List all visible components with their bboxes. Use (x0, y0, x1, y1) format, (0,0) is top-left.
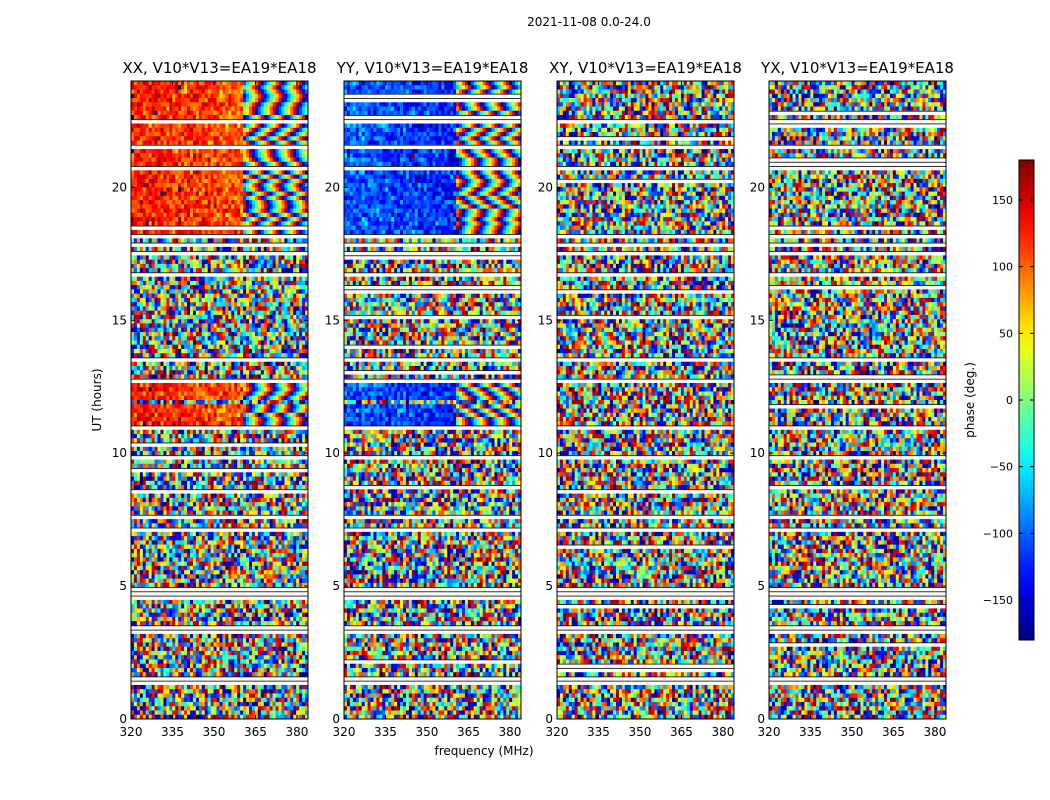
x-tick-label: 365 (457, 725, 480, 739)
x-tick-label: 365 (882, 725, 905, 739)
y-tick-label: 15 (325, 313, 340, 327)
figure-suptitle: 2021-11-08 0.0-24.0 (527, 15, 651, 29)
x-tick-label: 380 (285, 725, 308, 739)
y-tick-label: 20 (750, 180, 765, 194)
y-tick-label: 20 (112, 180, 127, 194)
x-tick-label: 365 (670, 725, 693, 739)
y-tick-label: 15 (538, 313, 553, 327)
y-tick-label: 10 (112, 446, 127, 460)
colorbar-tick-label: 50 (999, 327, 1013, 340)
y-tick-label: 20 (538, 180, 553, 194)
waterfall-image (131, 81, 308, 719)
y-tick-label: 5 (332, 579, 340, 593)
panel-yy: YY, V10*V13=EA19*EA18 320 335 350 365 380 0 5 10… (325, 59, 529, 739)
y-tick-label: 0 (119, 712, 127, 726)
panel-frame (768, 80, 947, 720)
x-tick-label: 335 (587, 725, 610, 739)
panel-title: XX, V10*V13=EA19*EA18 (122, 59, 316, 77)
panel-xy: XY, V10*V13=EA19*EA18 320 335 350 365 380 0 5 10… (538, 59, 742, 739)
waterfall-image (557, 81, 734, 719)
colorbar-tick-label: −50 (990, 461, 1013, 474)
waterfall-image (344, 81, 521, 719)
y-tick-label: 15 (112, 313, 127, 327)
panels-group: XX, V10*V13=EA19*EA18 320 335 350 365 380 0 5 10… (112, 59, 954, 739)
x-tick-label: 320 (758, 725, 781, 739)
panel-title: XY, V10*V13=EA19*EA18 (549, 59, 742, 77)
x-tick-label: 350 (629, 725, 652, 739)
y-tick-label: 20 (325, 180, 340, 194)
x-axis-label: frequency (MHz) (434, 744, 533, 758)
y-tick-label: 5 (119, 579, 127, 593)
panel-xx: XX, V10*V13=EA19*EA18 320 335 350 365 380 0 5 10… (112, 59, 317, 739)
colorbar-tick-label: 100 (992, 261, 1013, 274)
y-tick-label: 10 (325, 446, 340, 460)
colorbar-tick-label: −100 (983, 527, 1013, 540)
y-axis-label: UT (hours) (90, 368, 104, 431)
panel-frame (343, 80, 522, 720)
x-tick-label: 350 (203, 725, 226, 739)
panel-title: YY, V10*V13=EA19*EA18 (336, 59, 529, 77)
colorbar: 150 100 50 0 −50 −100 −150 phase (deg.) (963, 159, 1035, 641)
panel-frame (130, 80, 309, 720)
y-tick-label: 0 (757, 712, 765, 726)
x-tick-label: 335 (374, 725, 397, 739)
x-tick-label: 365 (244, 725, 267, 739)
colorbar-tick-label: −150 (983, 594, 1013, 607)
y-tick-label: 5 (757, 579, 765, 593)
x-tick-label: 380 (498, 725, 521, 739)
panel-frame (556, 80, 735, 720)
x-tick-label: 380 (923, 725, 946, 739)
y-tick-label: 0 (332, 712, 340, 726)
x-tick-label: 350 (841, 725, 864, 739)
panel-title: YX, V10*V13=EA19*EA18 (760, 59, 954, 77)
x-tick-label: 350 (416, 725, 439, 739)
y-tick-label: 0 (545, 712, 553, 726)
panel-yx: YX, V10*V13=EA19*EA18 320 335 350 365 380 0 5 10… (750, 59, 954, 739)
x-tick-label: 380 (711, 725, 734, 739)
colorbar-tick-label: 150 (992, 194, 1013, 207)
y-tick-label: 5 (545, 579, 553, 593)
x-tick-label: 335 (799, 725, 822, 739)
x-tick-label: 320 (120, 725, 143, 739)
x-tick-label: 335 (161, 725, 184, 739)
waterfall-image (769, 81, 946, 719)
y-tick-label: 10 (538, 446, 553, 460)
x-tick-label: 320 (546, 725, 569, 739)
x-tick-label: 320 (333, 725, 356, 739)
y-tick-label: 15 (750, 313, 765, 327)
colorbar-tick-label: 0 (1006, 394, 1013, 407)
colorbar-label: phase (deg.) (963, 362, 977, 438)
y-tick-label: 10 (750, 446, 765, 460)
